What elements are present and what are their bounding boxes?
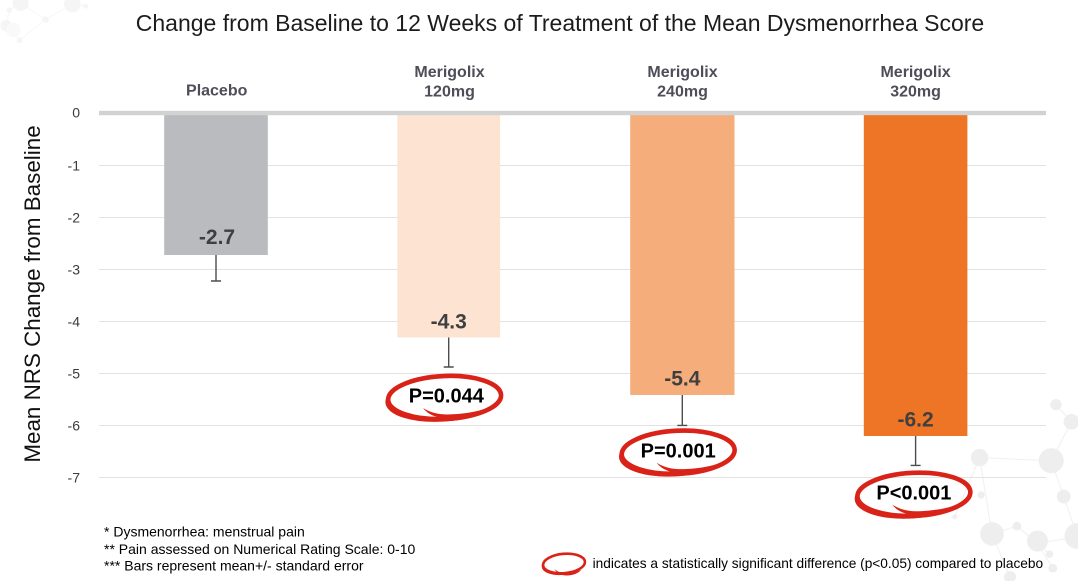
svg-text:320mg: 320mg: [890, 84, 941, 101]
svg-text:0: 0: [72, 105, 80, 121]
svg-text:Merigolix: Merigolix: [880, 64, 950, 81]
svg-text:P<0.001: P<0.001: [876, 483, 951, 505]
svg-text:-4: -4: [68, 314, 81, 330]
svg-text:Change from Baseline to 12 Wee: Change from Baseline to 12 Weeks of Trea…: [136, 10, 984, 36]
svg-text:-6.2: -6.2: [898, 409, 934, 432]
svg-text:* Dysmenorrhea: menstrual pain: * Dysmenorrhea: menstrual pain: [104, 524, 305, 540]
svg-text:** Pain assessed on Numerical: ** Pain assessed on Numerical Rating Sca…: [104, 541, 415, 557]
svg-text:120mg: 120mg: [424, 84, 475, 101]
svg-text:-7: -7: [68, 470, 81, 486]
svg-text:indicates a statistically sign: indicates a statistically significant di…: [593, 556, 1044, 571]
svg-text:240mg: 240mg: [657, 84, 708, 101]
svg-text:P=0.001: P=0.001: [641, 441, 716, 463]
svg-text:-5: -5: [68, 366, 81, 382]
svg-text:*** Bars represent mean+/- sta: *** Bars represent mean+/- standard erro…: [104, 558, 364, 574]
svg-text:-2.7: -2.7: [199, 226, 235, 249]
svg-text:-3: -3: [68, 262, 81, 278]
svg-text:Merigolix: Merigolix: [647, 64, 717, 81]
svg-text:P=0.044: P=0.044: [409, 386, 485, 408]
svg-text:-6: -6: [68, 418, 81, 434]
svg-text:-5.4: -5.4: [664, 368, 701, 391]
svg-text:Merigolix: Merigolix: [414, 64, 484, 81]
svg-text:Placebo: Placebo: [186, 83, 248, 100]
svg-text:-2: -2: [68, 210, 81, 226]
svg-text:-4.3: -4.3: [431, 310, 467, 333]
svg-text:-1: -1: [68, 158, 81, 174]
svg-text:Mean NRS Change from Baseline: Mean NRS Change from Baseline: [20, 125, 45, 462]
